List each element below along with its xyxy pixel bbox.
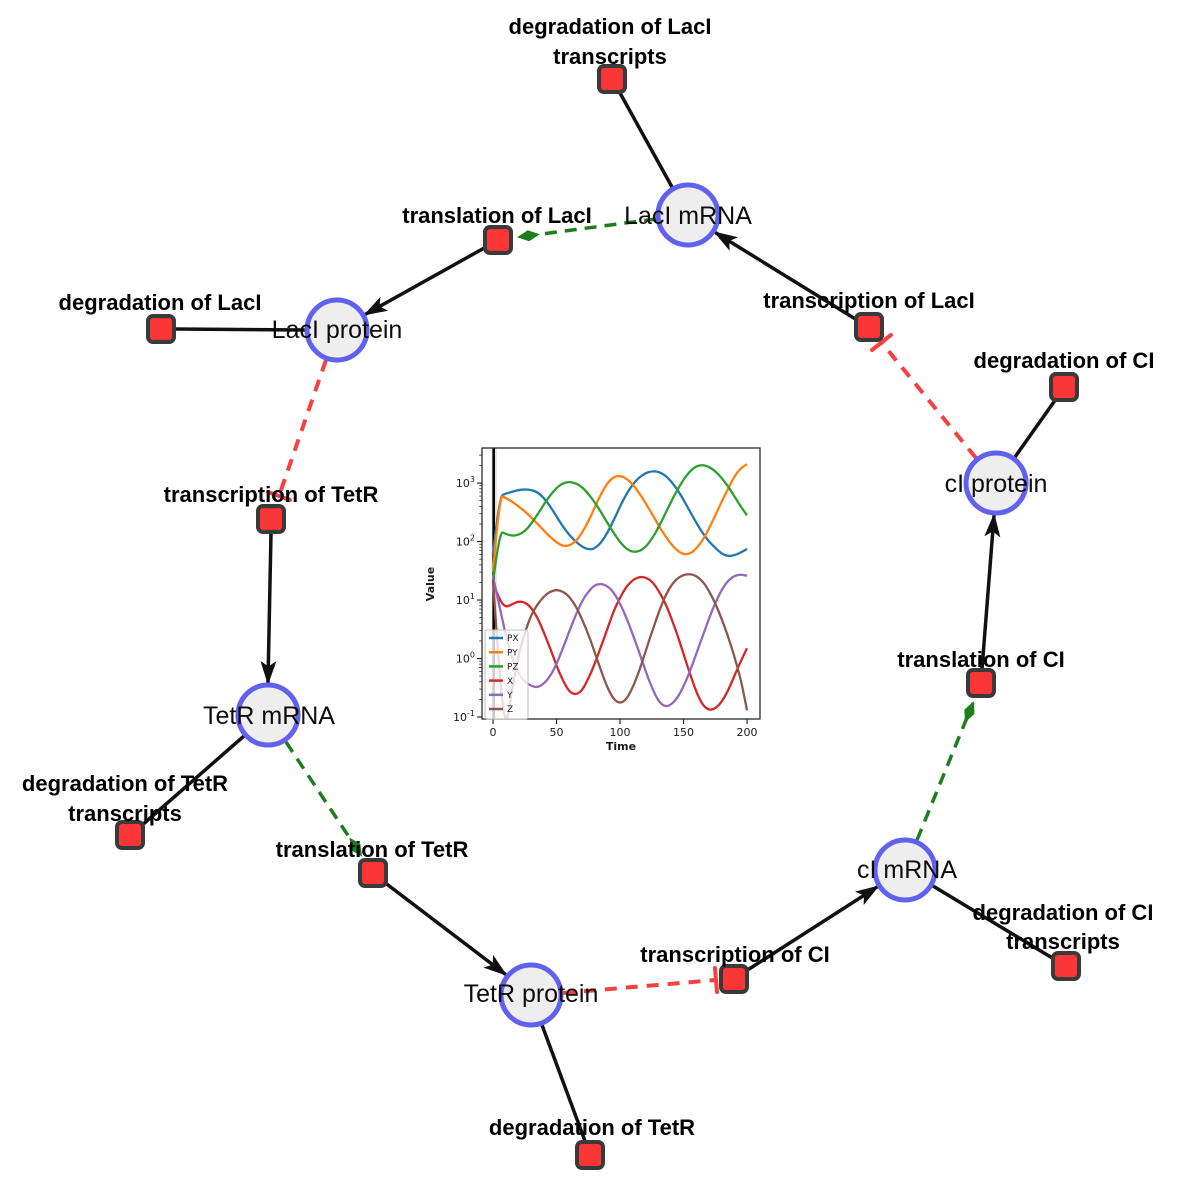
svg-text:50: 50 bbox=[550, 726, 564, 739]
inhibition-bar-transcription-laci bbox=[870, 333, 893, 352]
svg-text:PZ: PZ bbox=[507, 663, 519, 673]
svg-text:10-1: 10-1 bbox=[453, 709, 475, 724]
label-ci-mrna: cI mRNA bbox=[857, 856, 957, 884]
reaction-node-transcription-laci[interactable] bbox=[854, 312, 884, 342]
reaction-node-transcription-tetr[interactable] bbox=[256, 504, 286, 534]
label-translation-ci: translation of CI bbox=[897, 647, 1064, 672]
svg-text:150: 150 bbox=[673, 726, 694, 739]
reaction-node-deg-laci[interactable] bbox=[146, 314, 176, 344]
label-translation-laci: translation of LacI bbox=[402, 203, 591, 228]
species-node-laci-protein[interactable] bbox=[304, 297, 370, 363]
edge-catalysis-tetr-mrna-to-translation-tetr bbox=[284, 741, 363, 857]
svg-text:103: 103 bbox=[456, 475, 475, 490]
edge-tetr-protein-to-deg-tetr bbox=[540, 1023, 587, 1143]
edge-catalysis-laci-mrna-to-translation-laci bbox=[517, 217, 657, 242]
edge-inhibition-tetr-protein-to-transcription-ci bbox=[562, 978, 717, 995]
label-laci-protein: LacI protein bbox=[272, 316, 403, 344]
edge-ci-mrna-to-deg-ci-transcripts bbox=[931, 884, 1056, 961]
svg-text:0: 0 bbox=[490, 726, 497, 739]
inhibition-bar-transcription-tetr bbox=[266, 490, 292, 502]
svg-text:100: 100 bbox=[456, 651, 475, 666]
chart-figure: 10-1 100 101 102 103 0 50 100 150 200 PX PY PZ XYZ Ti… bbox=[424, 438, 776, 768]
inhibition-bar-transcription-ci bbox=[713, 966, 719, 994]
edge-transcription-tetr-to-tetr-mrna bbox=[260, 531, 277, 685]
svg-text:Z: Z bbox=[507, 705, 513, 715]
species-node-tetr-mrna[interactable] bbox=[235, 682, 301, 748]
reaction-node-transcription-ci[interactable] bbox=[719, 964, 749, 994]
timeseries-chart: 10-1 100 101 102 103 0 50 100 150 200 PX PY PZ X Y Z Ti… bbox=[424, 438, 776, 773]
reaction-node-translation-tetr[interactable] bbox=[358, 858, 388, 888]
edge-translation-ci-to-ci-protein bbox=[980, 513, 1001, 671]
reaction-node-translation-ci[interactable] bbox=[966, 668, 996, 698]
chart-y-axis-label: Value bbox=[424, 567, 437, 601]
chart-plot-area: 10-1 100 101 102 103 0 50 100 150 200 PX PY PZ XYZ bbox=[453, 447, 761, 739]
label-deg-laci: degradation of LacI bbox=[59, 290, 262, 315]
label-deg-tetr: degradation of TetR bbox=[489, 1115, 695, 1140]
label-tetr-protein: TetR protein bbox=[464, 980, 599, 1008]
label-laci-mrna: LacI mRNA bbox=[624, 202, 752, 230]
svg-text:X: X bbox=[507, 677, 513, 687]
reaction-node-deg-ci[interactable] bbox=[1049, 372, 1079, 402]
edge-translation-tetr-to-tetr-protein bbox=[382, 880, 508, 976]
edge-transcription-ci-to-ci-mrna bbox=[744, 885, 880, 973]
species-node-ci-protein[interactable] bbox=[963, 450, 1029, 516]
label-deg-tetr-transcripts: degradation of TetR transcripts bbox=[22, 771, 228, 826]
edge-inhibition-ci-protein-to-transcription-laci bbox=[880, 341, 978, 460]
svg-text:102: 102 bbox=[456, 534, 475, 549]
chart-x-axis-label: Time bbox=[606, 740, 636, 753]
species-node-laci-mrna[interactable] bbox=[655, 182, 721, 248]
edge-ci-protein-to-deg-ci bbox=[1013, 397, 1058, 459]
label-transcription-tetr: transcription of TetR bbox=[164, 482, 379, 507]
edge-transcription-laci-to-laci-mrna bbox=[713, 231, 859, 322]
species-node-tetr-protein[interactable] bbox=[498, 962, 564, 1028]
reaction-node-deg-ci-transcripts[interactable] bbox=[1051, 951, 1081, 981]
svg-text:PX: PX bbox=[507, 634, 519, 644]
label-transcription-laci: transcription of LacI bbox=[763, 288, 974, 313]
label-deg-laci-transcripts: degradation of LacI transcripts bbox=[509, 14, 712, 69]
label-deg-ci-transcripts: degradation of CI transcripts bbox=[973, 900, 1154, 954]
chart-background bbox=[424, 438, 776, 768]
label-transcription-ci: transcription of CI bbox=[640, 942, 829, 967]
edge-laci-protein-to-deg-laci bbox=[174, 327, 307, 332]
label-tetr-mrna: TetR mRNA bbox=[203, 702, 335, 730]
edge-inhibition-laci-protein-to-transcription-tetr bbox=[277, 359, 328, 497]
label-translation-tetr: translation of TetR bbox=[276, 837, 469, 862]
label-deg-ci: degradation of CI bbox=[974, 348, 1155, 373]
species-node-ci-mrna[interactable] bbox=[872, 837, 938, 903]
edge-translation-laci-to-laci-protein bbox=[363, 245, 488, 316]
reaction-node-deg-tetr-transcripts[interactable] bbox=[115, 820, 145, 850]
reaction-node-deg-laci-transcripts[interactable] bbox=[597, 64, 627, 94]
edge-catalysis-ci-mrna-to-translation-ci bbox=[915, 701, 975, 841]
reaction-node-deg-tetr[interactable] bbox=[575, 1140, 605, 1170]
svg-text:Y: Y bbox=[506, 691, 513, 701]
label-ci-protein: cI protein bbox=[945, 470, 1048, 498]
svg-text:101: 101 bbox=[456, 592, 475, 607]
svg-text:200: 200 bbox=[737, 726, 758, 739]
reaction-node-translation-laci[interactable] bbox=[483, 225, 513, 255]
edge-laci-mrna-to-deg-laci-transcripts bbox=[618, 91, 674, 189]
svg-text:PY: PY bbox=[507, 648, 518, 658]
edge-tetr-mrna-to-deg-tetr-transcripts bbox=[139, 734, 246, 828]
svg-text:100: 100 bbox=[610, 726, 631, 739]
